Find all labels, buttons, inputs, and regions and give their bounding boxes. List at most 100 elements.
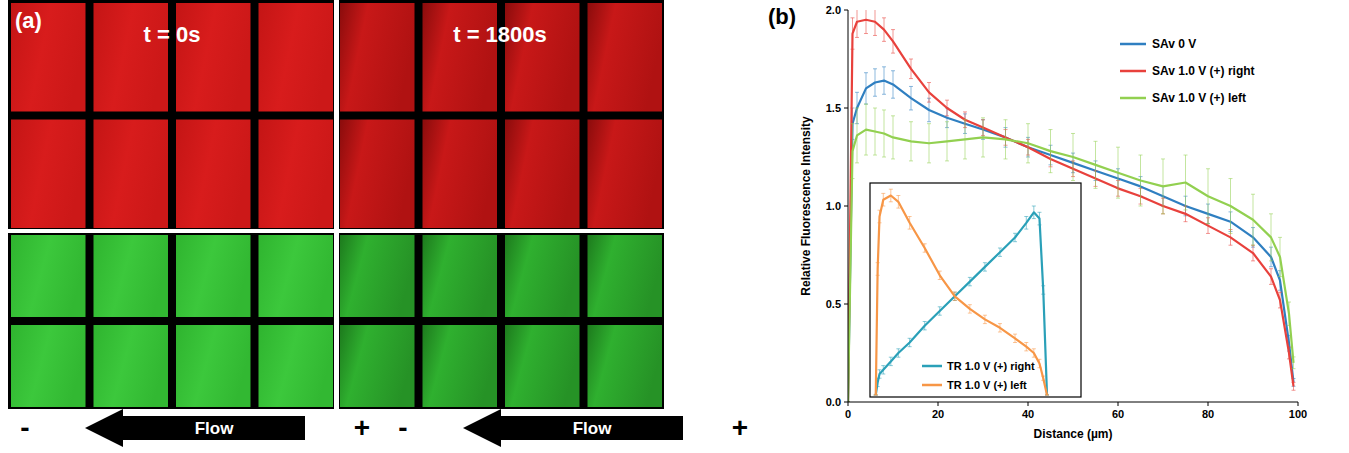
red-image-tile xyxy=(423,3,498,112)
legend: SAv 0 VSAv 1.0 V (+) rightSAv 1.0 V (+) … xyxy=(1120,37,1255,105)
error-bar-cap xyxy=(909,59,913,60)
error-bar-cap xyxy=(909,109,913,110)
error-bar-cap xyxy=(938,315,942,316)
error-bar-cap xyxy=(981,157,985,158)
error-bar-cap xyxy=(1049,129,1053,130)
error-bar-cap xyxy=(909,160,913,161)
error-bar-cap xyxy=(864,104,868,105)
x-tick xyxy=(1118,402,1119,406)
error-bar-cap xyxy=(963,111,967,112)
error-bar-cap xyxy=(968,313,972,314)
error-bar-cap xyxy=(953,300,957,301)
error-bar-cap xyxy=(873,68,877,69)
error-bar-cap xyxy=(851,17,855,18)
y-tick-label: 1.0 xyxy=(826,200,841,212)
x-tick xyxy=(938,402,939,406)
panel-label: (b) xyxy=(768,4,796,29)
inset-legend: TR 1.0 V (+) rightTR 1.0 V (+) left xyxy=(922,360,1035,391)
red-image-tile xyxy=(259,120,334,229)
error-bar-cap xyxy=(864,33,868,34)
green-image-tile xyxy=(176,325,251,407)
figure: (a)t = 0st = 1800s-+Flow-+Flow(b)0.00.51… xyxy=(0,0,1349,453)
error-bar-cap xyxy=(1269,260,1273,261)
x-tick-label: 80 xyxy=(1202,408,1214,420)
series-line xyxy=(848,130,1294,402)
x-tick-label: 0 xyxy=(845,408,851,420)
error-bar-cap xyxy=(855,108,859,109)
series-line xyxy=(876,212,1047,395)
error-bar-cap xyxy=(908,229,912,230)
error-bar-cap xyxy=(878,369,882,370)
error-bar-cap xyxy=(927,82,931,83)
green-image-tile xyxy=(588,325,663,407)
plot-marks xyxy=(848,10,1296,402)
error-bar-cap xyxy=(873,35,877,36)
error-bar-cap xyxy=(983,271,987,272)
legend-label: SAv 1.0 V (+) right xyxy=(1152,64,1255,78)
electrode-sign: + xyxy=(354,412,370,443)
error-bar-cap xyxy=(908,338,912,339)
error-bar-cap xyxy=(1206,233,1210,234)
error-bar-cap xyxy=(889,189,893,190)
image-divider xyxy=(334,0,339,409)
error-bar-cap xyxy=(855,162,859,163)
y-tick xyxy=(844,10,848,11)
error-bar-cap xyxy=(891,115,895,116)
green-image-tile xyxy=(505,235,580,317)
legend-swatch xyxy=(1120,70,1146,73)
green-image-tile xyxy=(340,235,415,317)
error-bar-cap xyxy=(1024,350,1028,351)
legend-swatch xyxy=(922,384,942,387)
error-bar-cap xyxy=(873,155,877,156)
x-axis-title: Distance (µm) xyxy=(1034,427,1113,441)
error-bar-cap xyxy=(1024,342,1028,343)
error-bar-cap xyxy=(1278,276,1282,277)
error-bar-cap xyxy=(896,357,900,358)
image-divider xyxy=(8,229,664,233)
error-bar-cap xyxy=(963,119,967,120)
error-bar-cap xyxy=(881,193,885,194)
error-bar-cap xyxy=(889,365,893,366)
error-bar-cap xyxy=(938,279,942,280)
error-bar-cap xyxy=(889,357,893,358)
plot-marks xyxy=(874,189,1049,395)
error-bar-cap xyxy=(908,216,912,217)
red-image-tile xyxy=(505,3,580,112)
legend-swatch xyxy=(1120,43,1146,46)
series-line xyxy=(848,81,1294,402)
time-label: t = 0s xyxy=(144,22,201,47)
y-axis-title: Relative Fluorescence Intensity xyxy=(799,116,813,296)
inset-background xyxy=(870,183,1081,397)
error-bar-cap xyxy=(923,321,927,322)
error-bar-cap xyxy=(889,201,893,202)
red-image-tile xyxy=(94,120,169,229)
time-label: t = 1800s xyxy=(453,22,547,47)
y-tick xyxy=(844,402,848,403)
red-image-tile xyxy=(340,3,415,112)
y-tick xyxy=(844,304,848,305)
error-bar-cap xyxy=(1024,229,1028,230)
green-image-tile xyxy=(588,235,663,317)
error-bar-cap xyxy=(1032,206,1036,207)
error-bar-cap xyxy=(1269,268,1273,269)
legend-label: SAv 1.0 V (+) left xyxy=(1152,91,1246,105)
green-image-tile xyxy=(11,235,86,317)
red-image-tile xyxy=(423,120,498,229)
error-bar-cap xyxy=(891,53,895,54)
error-bar-cap xyxy=(1251,260,1255,261)
error-bar-cap xyxy=(998,323,1002,324)
error-bar-cap xyxy=(1004,119,1008,120)
error-bar-cap xyxy=(1229,245,1233,246)
error-bar-cap xyxy=(891,98,895,99)
legend-label: TR 1.0 V (+) right xyxy=(947,360,1035,372)
x-tick-label: 20 xyxy=(932,408,944,420)
x-tick xyxy=(1028,402,1029,406)
error-bar-cap xyxy=(968,277,972,278)
flow-label: Flow xyxy=(195,419,234,438)
green-image-tile xyxy=(505,325,580,407)
red-image-tile xyxy=(11,120,86,229)
error-bar-cap xyxy=(891,29,895,30)
y-tick-label: 0.5 xyxy=(826,298,841,310)
error-bar-cap xyxy=(882,41,886,42)
error-bar-cap xyxy=(881,365,885,366)
